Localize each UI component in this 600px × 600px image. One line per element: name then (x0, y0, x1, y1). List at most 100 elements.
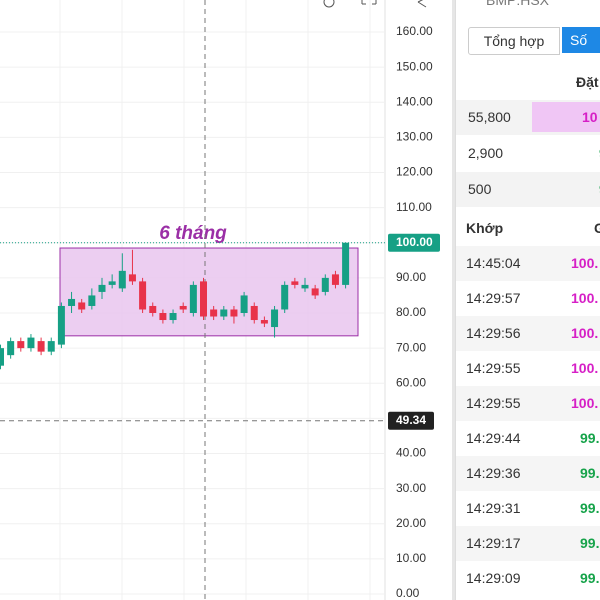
candle-body (260, 320, 268, 324)
y-tick-label: 120.00 (396, 165, 433, 179)
trade-price: 100. (571, 395, 599, 411)
trade-price: 100. (571, 360, 599, 376)
trade-row: 14:29:55 100. (456, 351, 600, 386)
candle-body (98, 284, 106, 292)
order-row: 5009 (456, 172, 600, 207)
trade-time: 14:29:57 (466, 290, 521, 306)
y-tick-label: 150.00 (396, 59, 433, 73)
candle-body (230, 309, 238, 317)
candle-body (139, 281, 147, 310)
range-box (59, 247, 359, 337)
trade-row: 14:45:04 100. (456, 246, 600, 281)
trade-row: 14:29:56 100. (456, 316, 600, 351)
order-volume: 55,800 (468, 109, 511, 125)
trade-row: 14:29:57 100. (456, 281, 600, 316)
candle-body (342, 242, 350, 285)
trades-header-time: Khớp (466, 220, 504, 236)
trade-time: 14:29:55 (466, 395, 521, 411)
y-tick-label: 60.00 (396, 375, 426, 389)
trade-row: 14:29:55 100. (456, 386, 600, 421)
order-row: 2,9009 (456, 136, 600, 171)
candle-body (159, 313, 167, 321)
symbol: BMP:HSX (486, 0, 550, 8)
trade-price: 100. (571, 255, 599, 271)
trade-time: 14:29:09 (466, 570, 521, 586)
trade-time: 14:29:31 (466, 500, 521, 516)
candle-body (128, 274, 136, 282)
candle-body (179, 305, 187, 310)
trade-price: 100. (571, 325, 599, 341)
y-tick-label: 90.00 (396, 270, 426, 284)
crosshair-box (388, 411, 434, 430)
crosshair-label: 49.34 (396, 413, 426, 427)
trade-price: 100. (571, 290, 599, 306)
candle-body (108, 281, 116, 285)
trade-price: 99. (580, 535, 600, 551)
candle-body (88, 295, 96, 306)
y-tick-label: 70.00 (396, 340, 426, 354)
y-tick-label: 30.00 (396, 481, 426, 495)
tab[interactable]: Tổng hợp (468, 27, 560, 55)
candle-body (250, 305, 258, 321)
last-price-box (388, 233, 440, 252)
candle-body (291, 281, 299, 285)
candle-body (57, 305, 65, 345)
trade-row: 14:29:17 99. (456, 526, 600, 561)
trade-row: 14:29:09 99. (456, 561, 600, 596)
y-tick-label: 20.00 (396, 516, 426, 530)
y-tick-label: 140.00 (396, 94, 433, 108)
toolbar-icons (323, 0, 427, 8)
splitter (452, 0, 455, 600)
candle-body (118, 270, 126, 289)
range-label: 6 tháng (159, 223, 227, 244)
trade-time: 14:29:17 (466, 535, 521, 551)
y-tick-label: 40.00 (396, 446, 426, 460)
candle-body (149, 305, 157, 313)
candle-body (281, 284, 289, 310)
order-volume: 2,900 (468, 145, 504, 161)
y-tick-label: 160.00 (396, 24, 433, 38)
candle-body (7, 341, 15, 356)
trade-row: 14:29:31 99. (456, 491, 600, 526)
candle-body (220, 309, 228, 317)
trade-price: 99. (580, 430, 600, 446)
candle-body (78, 302, 86, 310)
order-volume: 500 (468, 181, 492, 197)
order-price: 10 (532, 102, 600, 132)
trade-time: 14:29:55 (466, 360, 521, 376)
trade-time: 14:29:36 (466, 465, 521, 481)
trade-time: 14:45:04 (466, 255, 521, 271)
candle-body (240, 295, 248, 313)
y-tick-label: 10.00 (396, 551, 426, 565)
candle-body (210, 309, 218, 317)
trade-time: 14:29:56 (466, 325, 521, 341)
trade-price: 99. (580, 500, 600, 516)
y-tick-label: 130.00 (396, 130, 433, 144)
trades-header-price: G (594, 220, 600, 236)
tab-active[interactable]: Số (562, 27, 600, 53)
y-tick-label: 0.00 (396, 586, 420, 600)
candle-body (37, 341, 45, 352)
candle-body (200, 281, 207, 317)
trade-time: 14:29:44 (466, 430, 521, 446)
order-header: Đặt (576, 74, 599, 90)
trade-row: 14:29:36 99. (456, 456, 600, 491)
candle-body (311, 288, 319, 296)
candle-body (331, 274, 339, 285)
y-tick-label: 110.00 (396, 200, 432, 214)
candle-body (189, 284, 197, 313)
trade-row: 14:29:44 99. (456, 421, 600, 456)
trade-price: 99. (580, 570, 600, 586)
candle-body (17, 341, 25, 349)
candle-body (321, 277, 329, 292)
chart: 0.0010.0020.0030.0040.0050.0060.0070.008… (0, 0, 440, 600)
candle-body (68, 298, 76, 306)
last-price-label: 100.00 (396, 235, 433, 249)
candle-body (271, 309, 279, 328)
candle-body (0, 348, 4, 366)
candle-body (27, 337, 35, 349)
trade-price: 99. (580, 465, 600, 481)
candle-body (47, 341, 55, 352)
